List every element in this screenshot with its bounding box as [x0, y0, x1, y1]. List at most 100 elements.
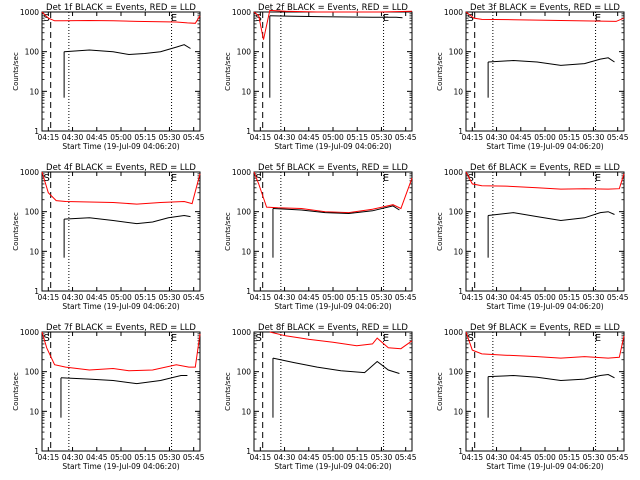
- x-tick-label: 05:45: [395, 133, 417, 142]
- x-axis-label: Start Time (19-Jul-09 04:06:20): [62, 462, 179, 471]
- lld-series-line: [253, 171, 413, 214]
- y-tick-label: 1: [246, 447, 251, 456]
- panel-title: Det 3f BLACK = Events, RED = LLD: [470, 3, 620, 13]
- x-tick-label: 05:15: [346, 293, 368, 302]
- x-axis-label: Start Time (19-Jul-09 04:06:20): [486, 142, 603, 151]
- x-tick-label: 04:45: [510, 293, 532, 302]
- y-tick-label: 10: [453, 407, 463, 416]
- x-tick-label: 05:30: [583, 293, 605, 302]
- start-marker: S: [256, 333, 262, 344]
- x-tick-label: 05:15: [346, 133, 368, 142]
- x-axis-label: Start Time (19-Jul-09 04:06:20): [62, 302, 179, 311]
- x-tick-label: 05:45: [607, 133, 629, 142]
- lld-series-line: [41, 331, 201, 372]
- detector-panel: Det 3f BLACK = Events, RED = LLD 1 10 100 10…: [436, 3, 629, 151]
- x-tick-label: 04:15: [462, 133, 484, 142]
- start-marker: S: [468, 173, 474, 184]
- end-marker: E: [595, 173, 601, 184]
- y-tick-label: 100: [25, 208, 40, 217]
- x-tick-label: 05:15: [134, 133, 156, 142]
- x-tick-label: 05:30: [159, 453, 181, 462]
- y-tick-label: 1: [458, 127, 463, 136]
- y-tick-label: 1000: [20, 8, 39, 17]
- x-tick-label: 04:45: [298, 293, 320, 302]
- lld-series-line: [269, 331, 413, 350]
- x-tick-label: 05:30: [159, 293, 181, 302]
- x-tick-label: 04:45: [510, 133, 532, 142]
- lld-series-line: [465, 11, 625, 22]
- x-tick-label: 04:30: [62, 453, 84, 462]
- y-axis-label: Counts/sec: [436, 372, 444, 411]
- x-tick-label: 05:00: [110, 293, 132, 302]
- plot-frame: [41, 11, 201, 132]
- end-marker: E: [171, 13, 177, 24]
- y-tick-label: 1: [34, 447, 39, 456]
- x-tick-label: 05:15: [558, 133, 580, 142]
- y-tick-label: 1000: [232, 168, 251, 177]
- x-tick-label: 04:30: [486, 293, 508, 302]
- events-series-line: [60, 375, 188, 385]
- y-tick-label: 10: [241, 247, 251, 256]
- x-tick-label: 04:15: [38, 293, 60, 302]
- events-series-line: [269, 15, 403, 19]
- end-marker: E: [595, 13, 601, 24]
- y-axis-label: Counts/sec: [224, 212, 232, 251]
- x-tick-label: 05:15: [346, 453, 368, 462]
- y-axis-label: Counts/sec: [224, 372, 232, 411]
- x-tick-label: 05:15: [558, 453, 580, 462]
- lld-series-line: [465, 171, 625, 190]
- y-tick-label: 100: [25, 48, 40, 57]
- x-tick-label: 04:45: [86, 133, 108, 142]
- plot-frame: [465, 171, 625, 292]
- x-tick-label: 04:30: [274, 293, 296, 302]
- y-tick-label: 10: [241, 407, 251, 416]
- panel-title: Det 4f BLACK = Events, RED = LLD: [46, 163, 196, 173]
- x-tick-label: 04:30: [274, 133, 296, 142]
- end-marker: E: [171, 173, 177, 184]
- start-marker: S: [44, 173, 50, 184]
- x-tick-label: 04:15: [250, 293, 272, 302]
- y-tick-label: 1: [34, 127, 39, 136]
- y-tick-label: 1: [34, 287, 39, 296]
- x-tick-label: 05:00: [534, 453, 556, 462]
- x-tick-label: 04:30: [62, 293, 84, 302]
- x-tick-label: 04:30: [486, 133, 508, 142]
- y-tick-label: 1000: [232, 8, 251, 17]
- x-tick-label: 04:15: [250, 133, 272, 142]
- y-tick-label: 1: [246, 127, 251, 136]
- plot-frame: [253, 331, 413, 452]
- y-tick-label: 100: [449, 208, 464, 217]
- start-marker: S: [256, 173, 262, 184]
- x-tick-label: 05:30: [583, 453, 605, 462]
- plot-frame: [253, 171, 413, 292]
- events-series-line: [272, 205, 400, 215]
- x-tick-label: 05:15: [134, 293, 156, 302]
- events-series-line: [488, 57, 615, 66]
- y-tick-label: 1: [246, 287, 251, 296]
- panel-title: Det 6f BLACK = Events, RED = LLD: [470, 163, 620, 173]
- y-tick-label: 10: [453, 87, 463, 96]
- x-tick-label: 05:30: [371, 453, 393, 462]
- start-marker: S: [44, 333, 50, 344]
- detector-panel: Det 6f BLACK = Events, RED = LLD 1 10 100 10…: [436, 163, 629, 311]
- x-tick-label: 04:15: [38, 453, 60, 462]
- x-tick-label: 04:45: [86, 293, 108, 302]
- events-series-line: [64, 214, 191, 225]
- x-tick-label: 05:30: [159, 133, 181, 142]
- panel-title: Det 2f BLACK = Events, RED = LLD: [258, 3, 408, 13]
- x-tick-label: 04:45: [86, 453, 108, 462]
- y-axis-label: Counts/sec: [12, 212, 20, 251]
- x-tick-label: 05:45: [395, 293, 417, 302]
- x-tick-label: 04:15: [462, 453, 484, 462]
- x-tick-label: 05:00: [110, 133, 132, 142]
- x-tick-label: 04:15: [462, 293, 484, 302]
- y-tick-label: 1000: [444, 328, 463, 337]
- x-tick-label: 05:45: [183, 133, 205, 142]
- x-tick-label: 05:00: [322, 133, 344, 142]
- y-tick-label: 1000: [232, 328, 251, 337]
- y-tick-label: 1000: [20, 328, 39, 337]
- lld-series-line: [41, 171, 201, 205]
- x-tick-label: 05:15: [558, 293, 580, 302]
- x-tick-label: 05:00: [322, 453, 344, 462]
- x-tick-label: 05:30: [371, 133, 393, 142]
